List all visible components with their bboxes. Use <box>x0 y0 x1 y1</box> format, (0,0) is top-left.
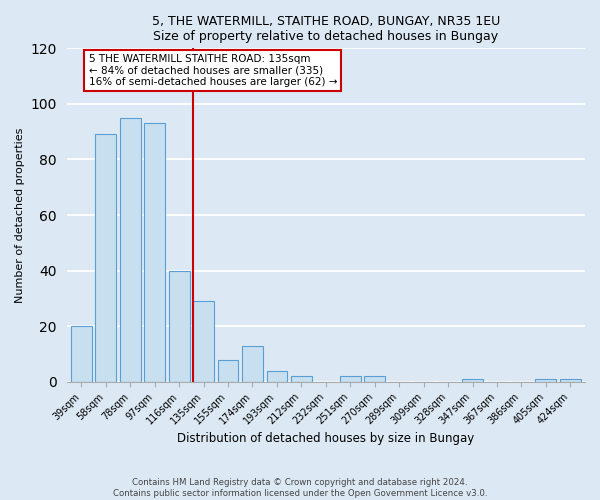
Text: 5 THE WATERMILL STAITHE ROAD: 135sqm
← 84% of detached houses are smaller (335)
: 5 THE WATERMILL STAITHE ROAD: 135sqm ← 8… <box>89 54 337 87</box>
Bar <box>340 376 361 382</box>
Bar <box>95 134 116 382</box>
Bar <box>120 118 140 382</box>
Bar <box>193 301 214 382</box>
Bar <box>462 379 483 382</box>
Bar <box>144 124 165 382</box>
Title: 5, THE WATERMILL, STAITHE ROAD, BUNGAY, NR35 1EU
Size of property relative to de: 5, THE WATERMILL, STAITHE ROAD, BUNGAY, … <box>152 15 500 43</box>
Bar <box>364 376 385 382</box>
Bar <box>242 346 263 382</box>
Bar <box>291 376 312 382</box>
Bar <box>71 326 92 382</box>
Bar <box>535 379 556 382</box>
Y-axis label: Number of detached properties: Number of detached properties <box>15 128 25 303</box>
Text: Contains HM Land Registry data © Crown copyright and database right 2024.
Contai: Contains HM Land Registry data © Crown c… <box>113 478 487 498</box>
Bar <box>169 270 190 382</box>
Bar <box>560 379 581 382</box>
X-axis label: Distribution of detached houses by size in Bungay: Distribution of detached houses by size … <box>177 432 475 445</box>
Bar <box>266 370 287 382</box>
Bar <box>218 360 238 382</box>
